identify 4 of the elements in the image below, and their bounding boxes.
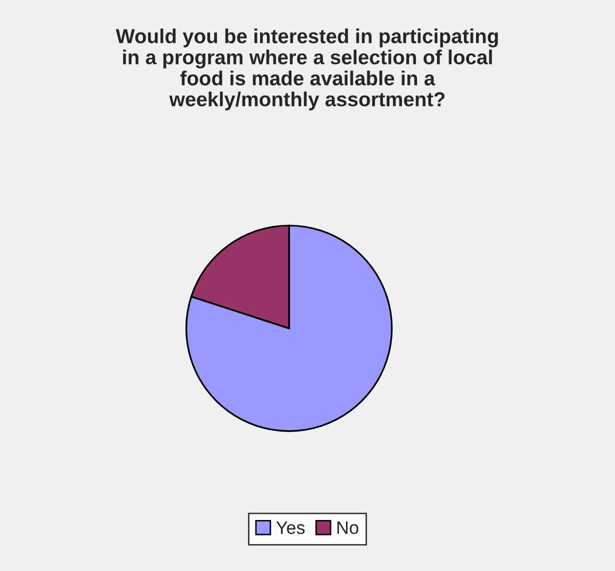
chart-title: Would you be interested in participating in a program where a selection of local food is made available in a weekly/monthly assortment? [116,28,498,110]
pie-slice [185,224,393,432]
legend-label: No [337,521,358,534]
legend-label: Yes [276,521,305,534]
